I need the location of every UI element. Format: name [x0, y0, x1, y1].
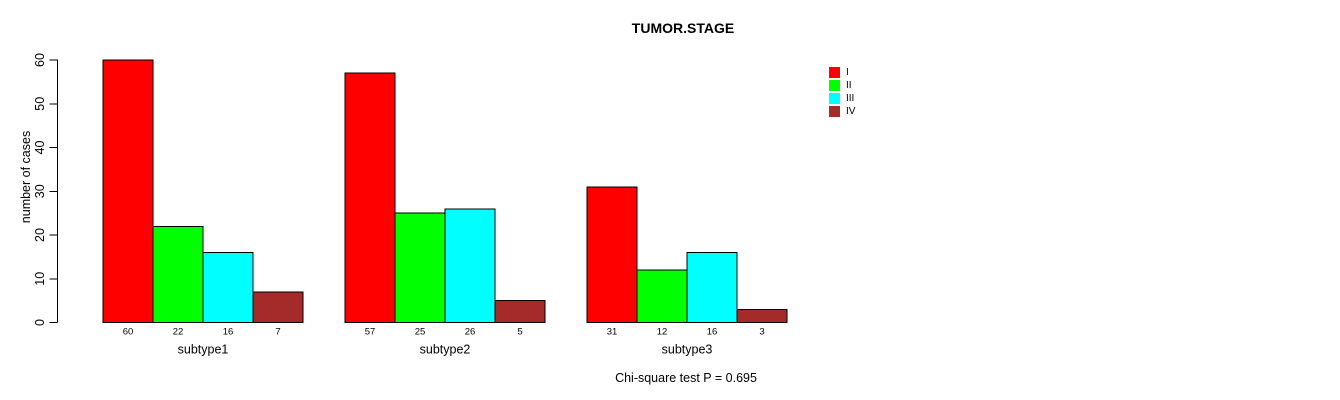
- legend-item-IV: IV: [829, 105, 855, 118]
- legend-label: I: [846, 66, 849, 78]
- legend-label: IV: [846, 105, 856, 117]
- bar-value-label: 26: [465, 327, 476, 338]
- y-tick-label: 10: [33, 272, 47, 286]
- y-tick-label: 60: [33, 53, 47, 67]
- legend-item-I: I: [829, 66, 855, 79]
- bar-stageIII-subtype1: [202, 252, 254, 323]
- legend-label: II: [846, 79, 852, 91]
- bar-value-label: 60: [123, 327, 134, 338]
- y-tick-label: 0: [33, 319, 47, 326]
- y-tick-label: 20: [33, 228, 47, 242]
- y-axis-label: number of cases: [19, 130, 33, 224]
- bar-value-label: 57: [365, 327, 376, 338]
- x-group-label: subtype1: [178, 343, 229, 357]
- y-tick-label: 50: [33, 97, 47, 111]
- bar-stageI-subtype2: [344, 72, 396, 323]
- legend-swatch-icon: [829, 106, 840, 117]
- bar-value-label: 3: [759, 327, 764, 338]
- bar-stageIV-subtype3: [736, 308, 788, 323]
- bar-stageIV-subtype2: [494, 300, 546, 323]
- chi-square-note: Chi-square test P = 0.695: [615, 371, 757, 385]
- legend-label: III: [846, 92, 855, 104]
- y-tick-label: 40: [33, 141, 47, 155]
- bar-stageII-subtype1: [152, 225, 204, 323]
- bar-value-label: 22: [173, 327, 184, 338]
- bar-value-label: 31: [607, 327, 618, 338]
- chart-title: TUMOR.STAGE: [631, 20, 735, 36]
- legend: I II III IV: [829, 66, 855, 118]
- bar-value-label: 5: [517, 327, 522, 338]
- legend-swatch-icon: [829, 80, 840, 91]
- bar-value-label: 25: [415, 327, 426, 338]
- bar-stageI-subtype1: [102, 59, 154, 323]
- bar-stageIII-subtype3: [686, 252, 738, 323]
- x-group-label: subtype2: [420, 343, 471, 357]
- legend-item-II: II: [829, 79, 855, 92]
- bar-stageI-subtype3: [586, 186, 638, 323]
- bar-stageII-subtype3: [636, 269, 688, 323]
- legend-swatch-icon: [829, 93, 840, 104]
- y-tick-label: 30: [33, 184, 47, 198]
- bar-stageII-subtype2: [394, 212, 446, 323]
- bar-value-label: 12: [657, 327, 668, 338]
- bar-value-label: 7: [275, 327, 280, 338]
- bar-value-label: 16: [707, 327, 718, 338]
- legend-swatch-icon: [829, 67, 840, 78]
- bar-stageIII-subtype2: [444, 208, 496, 323]
- bar-value-label: 16: [223, 327, 234, 338]
- bar-stageIV-subtype1: [252, 291, 304, 323]
- x-group-label: subtype3: [662, 343, 713, 357]
- legend-item-III: III: [829, 92, 855, 105]
